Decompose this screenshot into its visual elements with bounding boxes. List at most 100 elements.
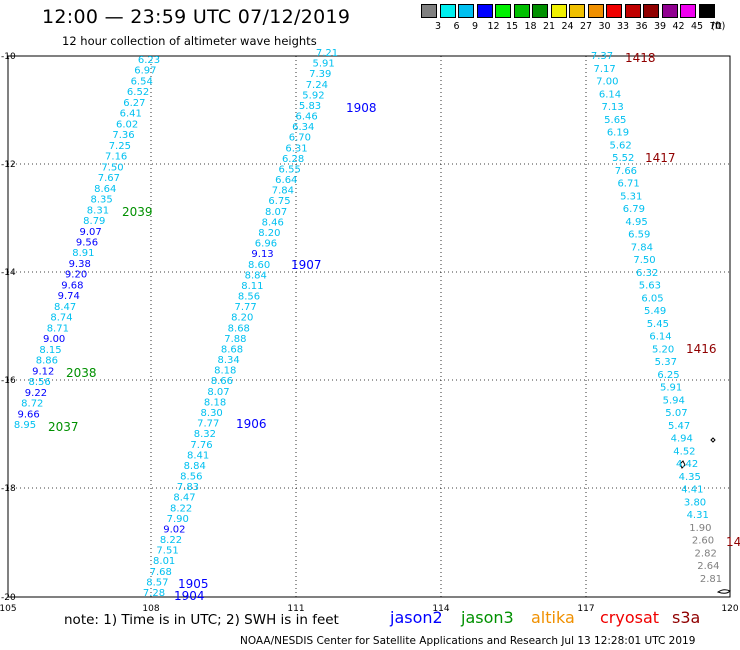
swh-value: 8.30	[201, 408, 223, 419]
time-label: 1905	[178, 577, 209, 591]
swh-value: 7.24	[306, 80, 328, 91]
swh-value: 7.84	[631, 242, 653, 253]
swh-value: 7.36	[112, 130, 134, 141]
swh-value: 1.90	[689, 523, 711, 534]
swh-value: 8.35	[90, 195, 112, 206]
swh-value: 8.56	[238, 292, 260, 303]
swh-value: 7.16	[105, 152, 127, 163]
swh-value: 6.28	[282, 154, 304, 165]
color-swatch	[606, 4, 622, 18]
swh-value: 8.68	[221, 344, 243, 355]
swh-value: 9.66	[18, 409, 40, 420]
swh-value: 8.91	[72, 248, 94, 259]
swh-value: 7.67	[98, 173, 120, 184]
swh-value: 7.39	[309, 69, 331, 80]
swh-value: 6.02	[116, 119, 138, 130]
swh-value: 8.86	[36, 356, 58, 367]
swh-value: 3.80	[684, 497, 706, 508]
swh-value: 8.84	[184, 461, 206, 472]
swh-value: 5.37	[655, 357, 677, 368]
swh-value: 6.75	[268, 196, 290, 207]
swh-value: 7.50	[633, 255, 655, 266]
satellite-name: jason2	[390, 608, 443, 627]
swh-value: 8.74	[50, 313, 72, 324]
swh-value: 8.15	[39, 345, 61, 356]
color-scale-label: 27	[579, 21, 593, 32]
swh-value: 7.90	[167, 514, 189, 525]
map-frame	[7, 55, 731, 598]
color-scale-label: 15	[505, 21, 519, 32]
swh-value: 2.81	[700, 574, 722, 585]
swath-values: 6.236.976.546.526.276.416.027.367.257.16…	[14, 48, 722, 599]
swh-value: 6.55	[279, 164, 301, 175]
map-grid	[7, 55, 731, 598]
swh-value: 8.07	[265, 207, 287, 218]
swh-value: 5.91	[312, 59, 334, 70]
swh-value: 7.13	[602, 102, 624, 113]
color-swatch	[550, 4, 567, 18]
swh-value: 8.56	[180, 472, 202, 483]
swh-value: 8.22	[160, 535, 182, 546]
swh-value: 4.52	[673, 446, 695, 457]
lon-tick-label: 111	[287, 604, 304, 614]
color-swatch	[624, 4, 641, 18]
swh-value: 5.45	[647, 319, 669, 330]
swh-value: 8.20	[231, 313, 253, 324]
swh-value: 8.31	[87, 205, 109, 216]
color-scale-label: 39	[653, 21, 667, 32]
color-scale-legend: 3 6 9 12 15 18 21 24 27 30 33 36 39 42 45 70 (ft)	[421, 4, 729, 34]
swh-value: 8.68	[228, 323, 250, 334]
lat-tick-label: -14	[1, 268, 16, 278]
color-scale-label: 30	[598, 21, 611, 32]
page-subtitle: 12 hour collection of altimeter wave hei…	[62, 34, 317, 48]
swh-value: 8.32	[194, 429, 216, 440]
color-swatch	[661, 4, 678, 18]
color-scale-label: 42	[672, 21, 685, 32]
swh-value: 9.07	[80, 227, 102, 238]
swh-value: 7.50	[101, 162, 123, 173]
swh-value: 6.14	[599, 89, 621, 100]
swh-value: 6.52	[127, 87, 149, 98]
satellite-name: s3a	[672, 608, 701, 627]
swh-value: 5.20	[652, 344, 674, 355]
swh-value: 5.07	[665, 408, 687, 419]
swh-value: 7.77	[197, 419, 219, 430]
swh-value: 7.25	[109, 141, 131, 152]
swh-value: 8.41	[187, 450, 209, 461]
swh-value: 4.35	[679, 472, 701, 483]
swh-value: 9.13	[251, 249, 273, 260]
swh-value: 6.96	[255, 239, 277, 250]
swh-value: 6.25	[657, 370, 679, 381]
swh-value: 7.17	[594, 64, 616, 75]
color-scale-label: 33	[616, 21, 630, 32]
swh-value: 7.68	[150, 567, 172, 578]
swh-value: 9.00	[43, 334, 65, 345]
swh-value: 8.47	[173, 493, 195, 504]
swh-value: 6.70	[289, 133, 311, 144]
swh-value: 7.66	[615, 166, 637, 177]
swh-value: 7.84	[272, 186, 294, 197]
swh-value: 5.91	[660, 383, 682, 394]
time-label: 2039	[122, 205, 153, 219]
time-label: 1908	[346, 101, 377, 115]
swh-value: 5.92	[302, 90, 324, 101]
time-label: 2037	[48, 420, 79, 434]
swh-value: 6.23	[138, 55, 160, 66]
swh-value: 8.20	[258, 228, 280, 239]
swh-value: 8.18	[204, 397, 226, 408]
swh-value: 7.28	[143, 588, 165, 599]
credit-footer: NOAA/NESDIS Center for Satellite Applica…	[240, 635, 696, 647]
swh-value: 8.84	[245, 270, 267, 281]
swh-value: 6.54	[131, 76, 153, 87]
lat-tick-label: -10	[1, 52, 16, 62]
lat-tick-label: -12	[1, 160, 16, 170]
island-shape	[679, 460, 686, 469]
swh-value: 6.64	[275, 175, 297, 186]
swh-value: 7.37	[591, 51, 613, 62]
coastline	[679, 437, 731, 594]
swh-value: 8.47	[54, 302, 76, 313]
swh-value: 6.79	[623, 204, 645, 215]
swh-value: 6.27	[123, 98, 145, 109]
swh-value: 7.00	[596, 77, 618, 88]
time-label: 1906	[236, 417, 267, 431]
